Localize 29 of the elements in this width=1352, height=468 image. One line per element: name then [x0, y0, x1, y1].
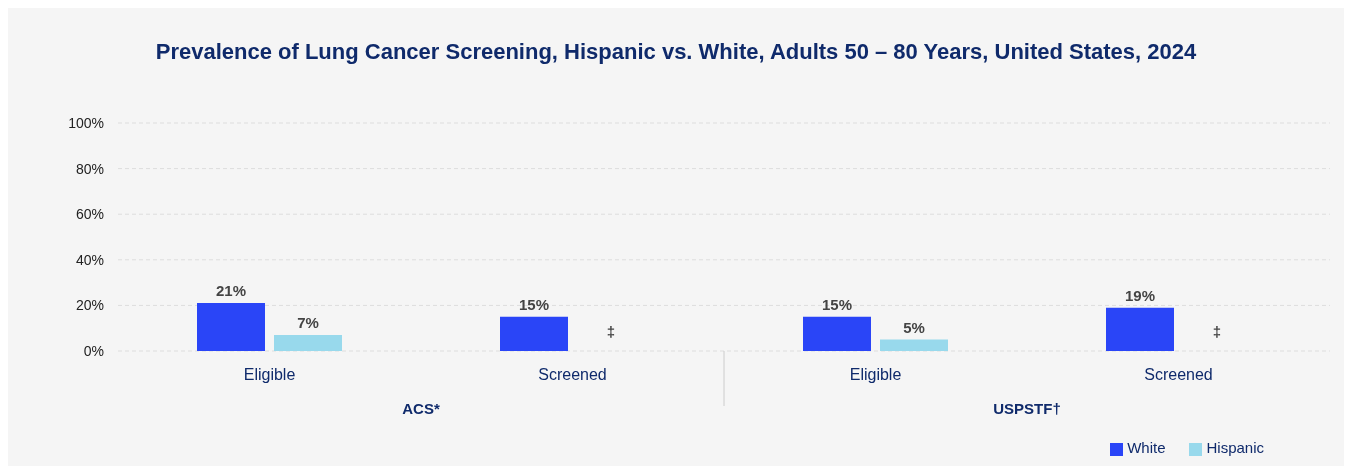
text: ‡: [1212, 323, 1222, 340]
y-tick-label: 20%: [75, 297, 104, 314]
x-tick-label: Eligible: [243, 366, 296, 384]
x-tick-label: Screened: [1144, 366, 1213, 384]
y-tick-label: 40%: [75, 251, 104, 268]
bar: [880, 339, 948, 351]
y-tick-label: 0%: [83, 342, 104, 359]
chart-title: Prevalence of Lung Cancer Screening, Hispanic vs. White, Adults 50 – 80 Years, United States, 2024: [154, 39, 1198, 65]
data-label: 19%: [1124, 286, 1156, 304]
legend-label: Hispanic: [1206, 439, 1264, 456]
bar: [274, 335, 342, 351]
x-tick-label: Eligible: [849, 366, 902, 384]
data-label: 7%: [297, 314, 319, 332]
data-label: 15%: [821, 295, 853, 313]
data-label: 5%: [903, 318, 925, 336]
y-tick-label: 80%: [75, 160, 104, 177]
data-label: 21%: [215, 282, 247, 300]
y-tick-label: 60%: [75, 206, 104, 223]
bar: [803, 316, 871, 351]
bar: [197, 303, 265, 351]
x-tick-label: Screened: [538, 366, 607, 384]
bar: [500, 316, 568, 351]
text: ACS*: [401, 400, 441, 417]
text: ‡: [606, 323, 616, 340]
text: USPSTF†: [992, 400, 1062, 417]
data-label: 15%: [518, 295, 550, 313]
y-tick-label: 100%: [68, 114, 104, 131]
legend-label: White: [1127, 439, 1166, 456]
bar: [1106, 307, 1174, 351]
